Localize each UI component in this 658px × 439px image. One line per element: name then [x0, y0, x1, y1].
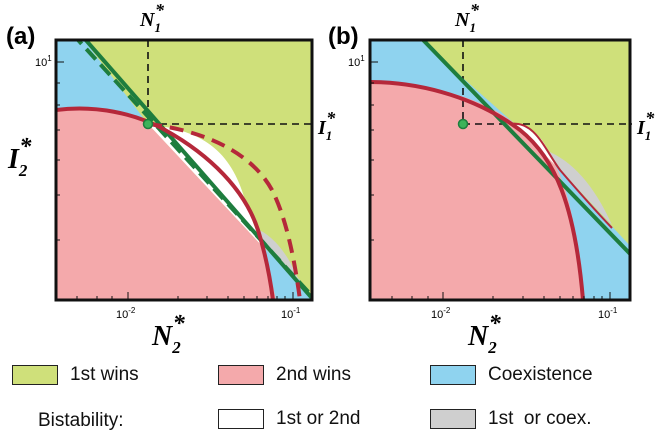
panel-b-frame [368, 38, 632, 302]
y-tick-label-1: 101 [348, 54, 365, 69]
region-coexistence-lower [555, 165, 630, 300]
reference-point [457, 118, 469, 130]
legend-first-wins: 1st wins [12, 364, 139, 386]
legend-first-or-second-label: 1st or 2nd [276, 408, 361, 429]
legend-bistability-label: Bistability: [38, 410, 124, 431]
region-coexistence [56, 40, 148, 124]
x-tick-label-2: 10-1 [281, 306, 301, 321]
swatch-first-or-second [218, 409, 264, 429]
panel-a-curves [56, 40, 312, 300]
legend-first-or-coex-label: 1st or coex. [488, 408, 592, 429]
panel-b: (b) 10-2 10-1 101 N1* [328, 0, 655, 357]
panel-b-plot-area [370, 40, 630, 300]
panel-b-curves [370, 40, 630, 300]
legend-second-wins: 2nd wins [218, 364, 351, 386]
n1-label: N1* [139, 0, 165, 35]
green-solid-line [420, 40, 630, 257]
i1-label: I1* [317, 108, 336, 143]
x-tick-label-1: 10-2 [431, 306, 451, 321]
region-second-wins [370, 82, 583, 300]
red-dashed-curve [147, 122, 302, 300]
legend-first-or-second: 1st or 2nd [218, 408, 361, 430]
i1-label: I1* [636, 108, 655, 143]
panel-b-letter: (b) [328, 23, 359, 50]
panel-a: (a) [6, 0, 336, 357]
panel-a-letter: (a) [6, 23, 35, 50]
region-second-wins [56, 108, 276, 300]
x-axis-label: N2* [467, 311, 502, 357]
legend-first-wins-label: 1st wins [70, 364, 139, 385]
panel-a-plot-area [56, 40, 312, 300]
legend-bistability-heading: Bistability: [38, 410, 124, 432]
panel-a-ticks [56, 61, 294, 300]
red-thin-curve [509, 122, 613, 229]
region-bistable-first-or-coex [545, 150, 612, 225]
legend-coexistence-label: Coexistence [488, 364, 593, 385]
y-tick-label-1: 101 [35, 54, 52, 69]
swatch-coexistence [430, 365, 476, 385]
reference-point [142, 118, 154, 130]
legend-first-or-coex: 1st or coex. [430, 408, 592, 430]
swatch-first-wins [12, 365, 58, 385]
x-tick-label-2: 10-1 [598, 306, 618, 321]
panel-b-ticks [370, 61, 611, 300]
y-axis-label: I2* [7, 134, 32, 180]
legend: 1st wins 2nd wins Coexistence Bistabilit… [0, 350, 658, 439]
legend-second-wins-label: 2nd wins [276, 364, 351, 385]
n1-label: N1* [454, 0, 480, 35]
red-solid-curve [56, 106, 275, 300]
legend-coexistence: Coexistence [430, 364, 593, 386]
panel-a-frame [54, 38, 314, 302]
swatch-first-or-coex [430, 409, 476, 429]
x-tick-label-1: 10-2 [116, 306, 136, 321]
x-axis-label: N2* [151, 311, 186, 357]
swatch-second-wins [218, 365, 264, 385]
red-solid-curve [370, 80, 585, 300]
